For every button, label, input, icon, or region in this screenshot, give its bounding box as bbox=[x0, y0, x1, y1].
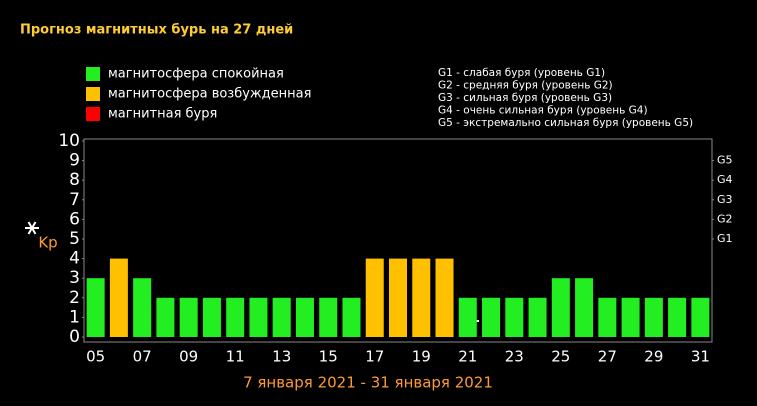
chart-title: Прогноз магнитных бурь на 27 дней bbox=[20, 23, 293, 38]
y-axis-label: Kp bbox=[38, 234, 57, 252]
y-tick-label: 10 bbox=[58, 131, 80, 151]
bar bbox=[295, 297, 314, 337]
y-tick-label: 4 bbox=[69, 249, 80, 269]
x-tick-label: 05 bbox=[86, 348, 105, 366]
x-tick-label: 15 bbox=[319, 348, 338, 366]
y-tick-label: 8 bbox=[69, 170, 80, 190]
bar bbox=[86, 278, 105, 337]
bar bbox=[342, 297, 361, 337]
legend-label: магнитная буря bbox=[108, 107, 217, 122]
x-tick-label: 11 bbox=[226, 348, 245, 366]
x-tick-label: 07 bbox=[133, 348, 152, 366]
bar bbox=[621, 297, 640, 337]
bar bbox=[691, 297, 710, 337]
bar bbox=[435, 258, 454, 337]
legend-label: магнитосфера возбужденная bbox=[108, 87, 311, 102]
bar bbox=[272, 297, 291, 337]
x-tick-label: 27 bbox=[598, 348, 617, 366]
y-tick-label: 1 bbox=[69, 307, 80, 327]
x-tick-label: 17 bbox=[365, 348, 384, 366]
x-tick-label: 19 bbox=[412, 348, 431, 366]
x-tick-label: 21 bbox=[458, 348, 477, 366]
bar bbox=[156, 297, 175, 337]
bar bbox=[179, 297, 198, 337]
bar bbox=[389, 258, 407, 337]
bar bbox=[551, 278, 570, 337]
legend-swatch bbox=[86, 67, 100, 81]
x-tick-label: 31 bbox=[691, 348, 710, 366]
y-tick-label: 6 bbox=[69, 209, 80, 229]
y-tick-label: 7 bbox=[69, 190, 80, 210]
bar bbox=[319, 297, 338, 337]
bar bbox=[668, 297, 687, 337]
storm-level-note: G3 - сильная буря (уровень G3) bbox=[438, 92, 612, 104]
storm-level-note: G4 - очень сильная буря (уровень G4) bbox=[438, 105, 648, 117]
bar bbox=[598, 297, 617, 337]
x-tick-label: 13 bbox=[272, 348, 291, 366]
bar bbox=[644, 297, 663, 337]
y-tick-label: 9 bbox=[69, 151, 80, 171]
chart-subtitle: 7 января 2021 - 31 января 2021 bbox=[243, 374, 493, 392]
legend-swatch bbox=[86, 107, 100, 121]
bar bbox=[505, 297, 524, 337]
x-tick-label: 25 bbox=[551, 348, 570, 366]
y-tick-label: 5 bbox=[69, 229, 80, 249]
bar bbox=[365, 258, 384, 337]
storm-level-note: G1 - слабая буря (уровень G1) bbox=[438, 67, 605, 79]
snowflake-icon bbox=[25, 221, 39, 235]
y2-tick-label: G1 bbox=[717, 232, 733, 245]
y-tick-label: 0 bbox=[69, 327, 80, 347]
bar bbox=[528, 297, 547, 337]
y2-tick-label: G5 bbox=[717, 154, 733, 167]
bar bbox=[226, 297, 245, 337]
y2-tick-label: G4 bbox=[717, 173, 733, 186]
bar bbox=[458, 297, 477, 337]
bar bbox=[133, 278, 152, 337]
legend-label: магнитосфера спокойная bbox=[108, 67, 284, 82]
legend-swatch bbox=[86, 87, 100, 101]
x-tick-label: 09 bbox=[179, 348, 198, 366]
storm-level-note: G5 - экстремально сильная буря (уровень … bbox=[438, 117, 693, 129]
x-tick-label: 23 bbox=[505, 348, 524, 366]
bar bbox=[412, 258, 431, 337]
storm-level-note: G2 - средняя буря (уровень G2) bbox=[438, 80, 613, 92]
bar bbox=[202, 297, 221, 337]
bar bbox=[482, 297, 501, 337]
y-tick-label: 3 bbox=[69, 268, 80, 288]
bar bbox=[109, 258, 128, 337]
y-tick-label: 2 bbox=[69, 288, 80, 308]
bar bbox=[249, 297, 268, 337]
x-tick-label: 29 bbox=[644, 348, 663, 366]
bar bbox=[575, 278, 594, 337]
y2-tick-label: G3 bbox=[717, 193, 733, 206]
y2-tick-label: G2 bbox=[717, 212, 733, 225]
